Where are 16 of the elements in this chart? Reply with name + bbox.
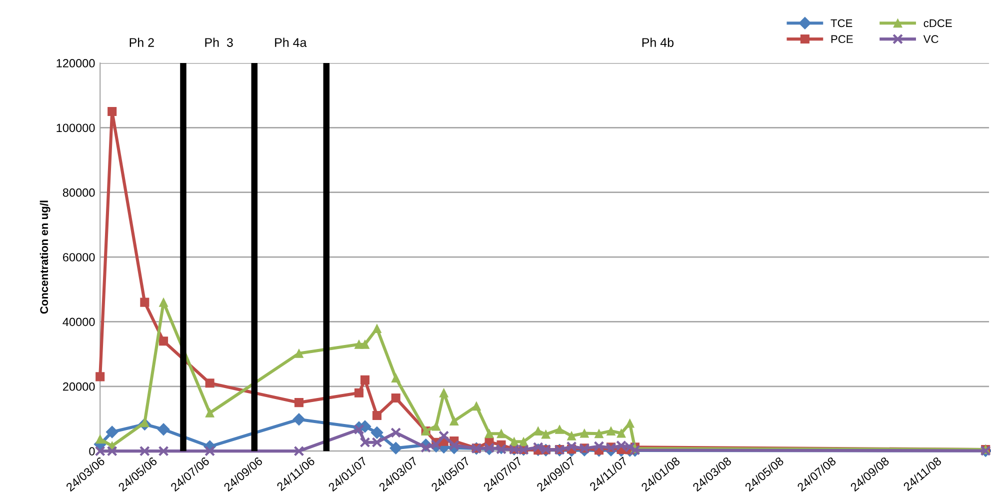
text: Ph 4b xyxy=(642,38,674,47)
legend-label: VC xyxy=(923,35,938,44)
legend-label: PCE xyxy=(831,35,853,44)
y-tick-label: 120000 xyxy=(56,59,95,68)
legend-label: cDCE xyxy=(924,19,952,28)
y-tick-label: 40000 xyxy=(62,318,95,326)
text: Ph 3 xyxy=(205,38,233,47)
y-tick-label: 80000 xyxy=(62,188,95,197)
legend-label: TCE xyxy=(830,19,852,28)
y-tick-label: 60000 xyxy=(63,253,95,262)
y-tick-label: 100000 xyxy=(56,124,95,132)
text: Ph 4a xyxy=(275,38,307,47)
y-tick-label: 20000 xyxy=(63,382,95,391)
text: Ph 2 xyxy=(130,38,154,47)
y-tick-label: 0 xyxy=(89,447,95,456)
y-axis-title: Concentration en ug/l xyxy=(40,200,50,314)
